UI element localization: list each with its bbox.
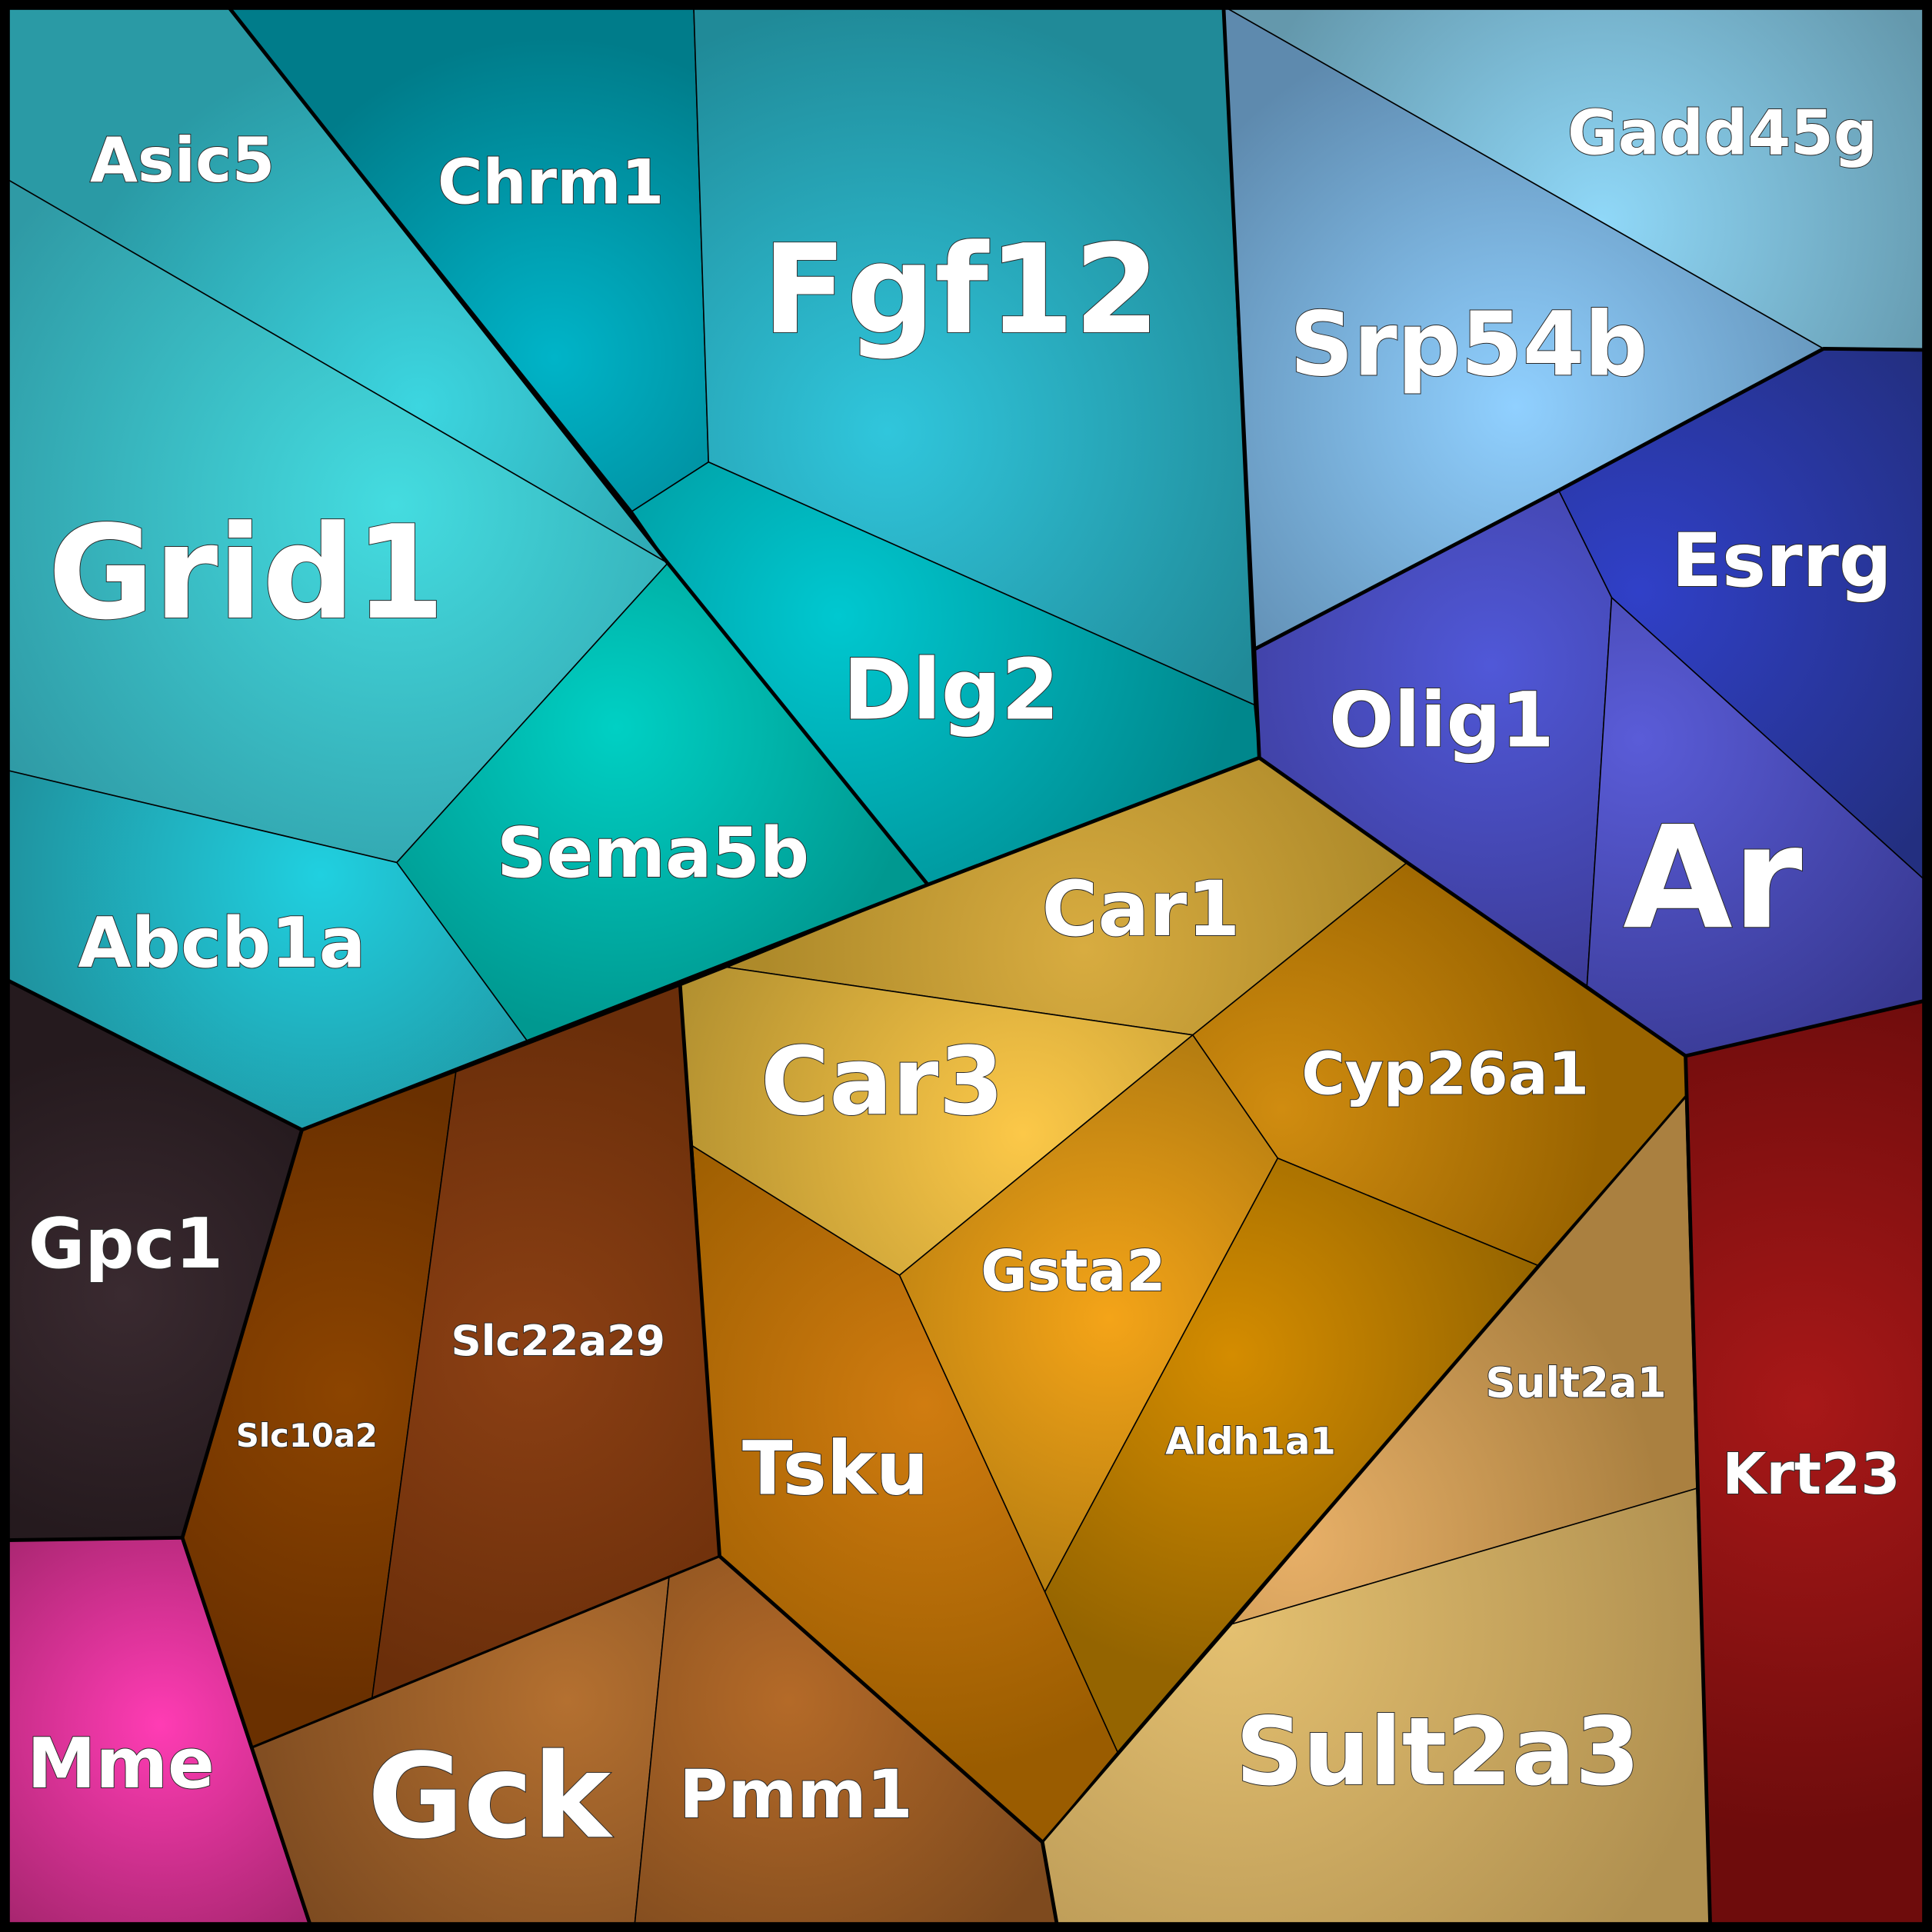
cell-label: Sult2a1 [1485,1357,1666,1407]
cell-label: Slc22a29 [451,1316,665,1365]
border [1684,1055,1713,1927]
cell-label: Gsta2 [981,1239,1166,1304]
cell-label: Cyp26a1 [1301,1040,1589,1108]
cell-label: Srp54b [1290,294,1648,397]
cell-label: Sult2a3 [1236,1697,1641,1807]
border [251,1554,721,1749]
cell-label: Chrm1 [438,147,665,218]
cell-label: Krt23 [1722,1442,1900,1507]
group-borders [5,5,1927,1927]
cell-label: Abcb1a [78,904,365,984]
cells [5,5,1927,1927]
border [1253,346,1927,651]
cell-label: Slc10a2 [236,1417,378,1454]
border [226,5,930,886]
cell-label: Gck [368,1728,614,1864]
cell-label: Fgf12 [762,218,1160,361]
cell-label: Pmm1 [679,1757,913,1834]
cell-label: Asic5 [90,125,275,196]
cell-label: Car1 [1041,865,1240,954]
cell-label: Ar [1623,796,1803,961]
cell-label: Gpc1 [28,1204,223,1284]
labels: Asic5 Chrm1 Fgf12 Grid1 Dlg2 Sema5b Abcb1a Gpc1… [26,97,1900,1866]
cell-label: Grid1 [48,498,445,648]
cell-label: Dlg2 [843,641,1060,739]
cell-label: Esrrg [1671,518,1891,604]
border [1041,1095,1687,1844]
cell-label: Aldh1a1 [1165,1420,1336,1463]
cell-label: Gadd45g [1567,98,1877,169]
cell-label: Tsku [742,1426,928,1512]
cell-label: Olig1 [1329,677,1554,765]
cell-label: Sema5b [497,814,809,894]
cell-label: Car3 [761,1028,1004,1137]
border [678,985,1059,1927]
cell-label: Mme [27,1724,215,1804]
border [180,1537,312,1927]
